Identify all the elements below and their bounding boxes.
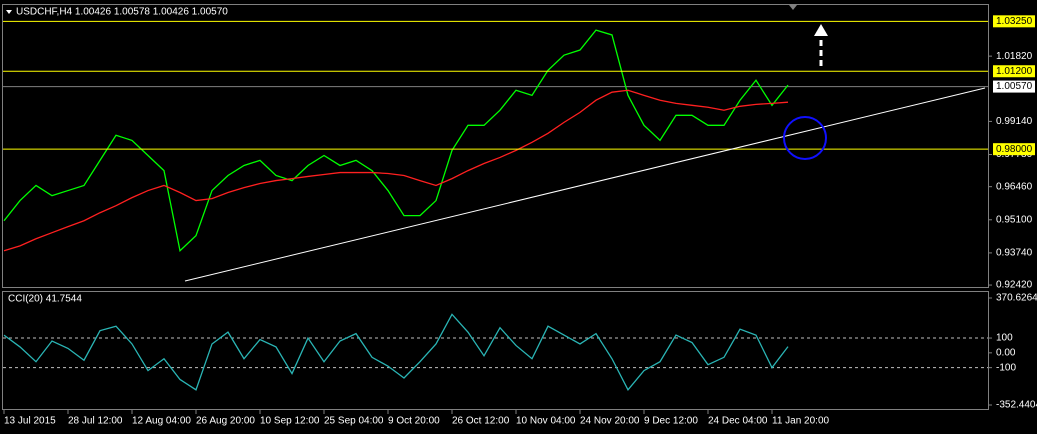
level-label: 1.03250 (996, 16, 1033, 27)
x-tick-label: 10 Nov 04:00 (516, 416, 576, 427)
last-price-label: 1.00570 (996, 81, 1033, 92)
y-tick-label: -352.4404 (996, 400, 1037, 411)
indicator-title: CCI(20) 41.7544 (8, 294, 82, 305)
x-tick-label: 24 Dec 04:00 (708, 416, 768, 427)
level-label-box (993, 65, 1035, 78)
x-tick-label: 24 Nov 20:00 (580, 416, 640, 427)
level-label: 1.01200 (996, 66, 1033, 77)
y-tick-label: 0.96460 (996, 181, 1033, 192)
chart-title: USDCHF,H4 1.00426 1.00578 1.00426 1.0057… (16, 7, 228, 18)
level-label-box (993, 15, 1035, 28)
x-tick-label: 9 Oct 20:00 (388, 416, 440, 427)
cci-panel (2, 291, 989, 410)
y-tick-label: 0.92420 (996, 280, 1033, 291)
main-panel (2, 4, 989, 288)
shift-marker (789, 5, 797, 10)
x-tick-label: 13 Jul 2015 (4, 416, 56, 427)
price-line (3, 29, 789, 252)
x-tick-label: 11 Jan 20:00 (772, 416, 830, 427)
arrow-head (814, 24, 828, 36)
last-price-box (993, 80, 1035, 93)
x-tick-label: 26 Oct 12:00 (452, 416, 510, 427)
y-tick-label: 100 (996, 333, 1013, 344)
x-tick-label: 9 Dec 12:00 (644, 416, 698, 427)
level-label: 0.98000 (996, 144, 1033, 155)
menu-icon (6, 10, 12, 14)
y-tick-label: 0.93740 (996, 248, 1033, 259)
price-line (3, 313, 789, 392)
y-tick-label: 370.6264 (996, 293, 1037, 304)
plot-layer: 13 Jul 2015 28 Jul 12:00 12 Aug 04:00 26 Au… (3, 15, 1037, 427)
level-label-box (993, 143, 1035, 156)
trend-line (184, 87, 986, 282)
y-tick-label: 0.00 (996, 347, 1016, 358)
x-tick-label: 26 Aug 20:00 (196, 416, 255, 427)
x-tick-label: 10 Sep 12:00 (260, 416, 320, 427)
x-tick-label: 28 Jul 12:00 (68, 416, 123, 427)
price-line (3, 89, 789, 252)
x-tick-label: 25 Sep 04:00 (324, 416, 384, 427)
y-tick-label: 0.99140 (996, 116, 1033, 127)
x-tick-label: 12 Aug 04:00 (132, 416, 191, 427)
y-tick-label: -100 (996, 362, 1016, 373)
highlight-circle (783, 116, 827, 160)
y-tick-label: 1.01820 (996, 51, 1033, 62)
y-tick-label: 0.95100 (996, 214, 1033, 225)
